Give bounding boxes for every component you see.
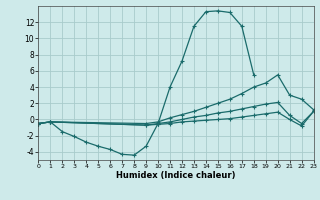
- X-axis label: Humidex (Indice chaleur): Humidex (Indice chaleur): [116, 171, 236, 180]
